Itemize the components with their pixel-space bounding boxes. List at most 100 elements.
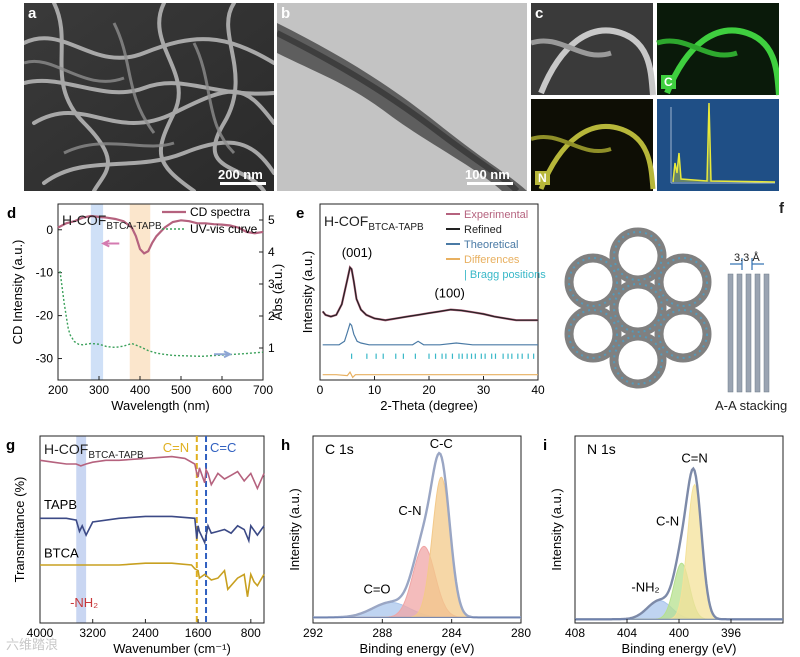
peak-fill-1 bbox=[313, 545, 521, 618]
panel-label: g bbox=[6, 437, 15, 454]
legend-label: Refined bbox=[464, 224, 502, 236]
highlight-band-0 bbox=[90, 204, 104, 380]
x-tick-label: 396 bbox=[721, 626, 741, 640]
marker-label-1: C=C bbox=[210, 440, 236, 455]
chart-xrd: 0 10 20 30 40 (001) (100) Experimental Refined Th… bbox=[296, 203, 546, 413]
x-tick-label: 4000 bbox=[27, 626, 54, 640]
x-tick-label: 400 bbox=[130, 383, 150, 397]
x-tick-label: 500 bbox=[171, 383, 191, 397]
x-tick-label: 10 bbox=[368, 383, 382, 397]
x-tick-label: 30 bbox=[477, 383, 491, 397]
stacking-columns bbox=[727, 273, 770, 393]
chart-xps-c1s: C-C C-N C=O 292 288 284 280 C 1s h Binding energy… bbox=[281, 435, 531, 656]
legend-label: Experimental bbox=[464, 209, 528, 221]
series-line-1 bbox=[59, 271, 264, 358]
y-axis-label: Intensity (a.u.) bbox=[549, 488, 564, 570]
scale-bar-label-b: 100 nm bbox=[465, 167, 510, 182]
y-axis-label: CD Intensity (a.u.) bbox=[10, 240, 25, 345]
direction-arrow-0 bbox=[101, 239, 120, 248]
series-line-2 bbox=[40, 562, 265, 597]
plot-frame bbox=[39, 435, 265, 624]
peak-label-0: C=N bbox=[681, 451, 707, 466]
panel-label-f: f bbox=[779, 200, 784, 217]
peak-annotation-1: (100) bbox=[434, 285, 464, 300]
series-line-2 bbox=[322, 322, 538, 346]
stacking-spacing-label: 3.3 Å bbox=[734, 252, 760, 264]
x-axis-label: Wavenumber (cm⁻¹) bbox=[113, 641, 231, 656]
x-tick-label: 400 bbox=[669, 626, 689, 640]
x-tick-label: 288 bbox=[372, 626, 392, 640]
peak-annotation-0: (001) bbox=[342, 245, 372, 260]
y2-axis-label: Abs (a.u.) bbox=[270, 264, 285, 320]
x-tick-label: 20 bbox=[422, 383, 436, 397]
y-axis-label: Intensity (a.u.) bbox=[287, 488, 302, 570]
peak-label-1: C-N bbox=[398, 503, 421, 518]
series-line-3 bbox=[322, 370, 538, 379]
panel-label: e bbox=[296, 205, 304, 222]
series-line-0 bbox=[39, 455, 265, 491]
sem-image: a 200 nm bbox=[24, 3, 274, 191]
legend-label: | Bragg positions bbox=[464, 269, 546, 281]
series-line-1 bbox=[40, 515, 265, 546]
y2-tick-label: 5 bbox=[268, 213, 275, 227]
panel-label: d bbox=[7, 205, 16, 222]
tem-texture bbox=[277, 3, 527, 191]
panel-label: h bbox=[281, 437, 290, 454]
x-tick-label: 408 bbox=[565, 626, 585, 640]
eds-nitrogen-label: N bbox=[535, 171, 550, 185]
panel-label-a: a bbox=[28, 5, 37, 22]
x-tick-label: 300 bbox=[89, 383, 109, 397]
y-axis-label: Transmittance (%) bbox=[12, 477, 27, 583]
x-tick-label: 1600 bbox=[185, 626, 212, 640]
x-axis-label: Binding energy (eV) bbox=[622, 641, 737, 656]
x-axis-label: Binding energy (eV) bbox=[360, 641, 475, 656]
chart-title: H-COFBTCA-TAPB bbox=[324, 213, 424, 233]
eds-panel: c C N bbox=[531, 3, 779, 191]
eds-carbon-label: C bbox=[661, 75, 676, 89]
nh2-annotation: -NH₂ bbox=[70, 595, 98, 610]
plot-frame bbox=[57, 203, 264, 381]
x-tick-label: 284 bbox=[442, 626, 462, 640]
y-axis-label: Intensity (a.u.) bbox=[300, 251, 315, 333]
y2-tick-label: 2 bbox=[268, 309, 275, 323]
eds-mosaic bbox=[531, 3, 779, 191]
stacking-caption: A-A stacking bbox=[715, 398, 788, 413]
series-label-2: BTCA bbox=[44, 546, 79, 561]
scale-bar-label-a: 200 nm bbox=[218, 167, 263, 182]
x-tick-label: 404 bbox=[617, 626, 637, 640]
sem-texture bbox=[24, 3, 274, 191]
series-label-1: TAPB bbox=[44, 497, 77, 512]
spacing-arrows bbox=[730, 258, 764, 270]
chart-title: N 1s bbox=[587, 441, 616, 457]
x-tick-label: 292 bbox=[303, 626, 323, 640]
legend-label: CD spectra bbox=[190, 205, 250, 219]
peak-label-1: C-N bbox=[656, 513, 679, 528]
tem-image: b 100 nm bbox=[277, 3, 527, 191]
series-line-1 bbox=[322, 266, 538, 321]
chart-title: H-COFBTCA-TAPB bbox=[62, 212, 162, 232]
panel-label-c: c bbox=[535, 5, 544, 22]
x-tick-label: 280 bbox=[511, 626, 531, 640]
chart-title: C 1s bbox=[325, 441, 354, 457]
peak-label-2: -NH₂ bbox=[631, 580, 659, 595]
x-tick-label: 2400 bbox=[132, 626, 159, 640]
chart-ftir: C=N C=C 4000 3200 2400 1600 800 TAPB BTCA H-COFBT… bbox=[6, 435, 265, 656]
y2-tick-label: 4 bbox=[268, 245, 275, 259]
x-axis-label: Wavelength (nm) bbox=[111, 398, 210, 413]
chart-title: H-COFBTCA-TAPB bbox=[44, 441, 144, 461]
peak-label-0: C-C bbox=[430, 436, 453, 451]
marker-label-0: C=N bbox=[163, 440, 189, 455]
series-line-0 bbox=[57, 214, 264, 255]
x-tick-label: 700 bbox=[253, 383, 273, 397]
x-tick-label: 0 bbox=[317, 383, 324, 397]
y-tick-label: 0 bbox=[46, 223, 53, 237]
plot-frame bbox=[312, 435, 522, 624]
legend-label: Differences bbox=[464, 254, 520, 266]
y2-tick-label: 3 bbox=[268, 277, 275, 291]
panel-label: i bbox=[543, 437, 547, 454]
highlight-band-1 bbox=[129, 204, 151, 380]
x-tick-label: 800 bbox=[241, 626, 261, 640]
x-tick-label: 200 bbox=[48, 383, 68, 397]
x-tick-label: 3200 bbox=[79, 626, 106, 640]
direction-arrow-1 bbox=[214, 350, 233, 359]
